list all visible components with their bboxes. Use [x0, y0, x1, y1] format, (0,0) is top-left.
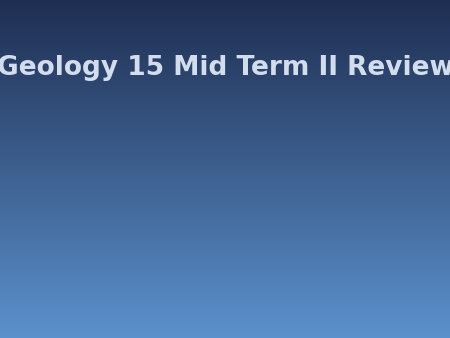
Text: Geology 15 Mid Term II Review: Geology 15 Mid Term II Review: [0, 55, 450, 80]
